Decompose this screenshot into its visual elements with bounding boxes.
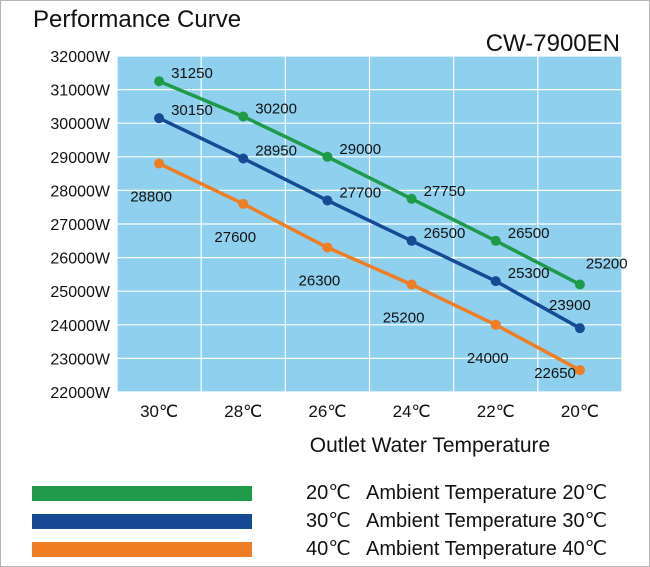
series-line bbox=[158, 79, 581, 287]
data-label: 26500 bbox=[508, 225, 550, 242]
legend-temp-40: 40℃ bbox=[306, 538, 351, 560]
chart-title: Performance Curve bbox=[33, 6, 242, 33]
model-label: CW-7900EN bbox=[485, 30, 620, 57]
data-point bbox=[490, 319, 501, 330]
y-tick-label: 23000W bbox=[50, 351, 110, 368]
data-point bbox=[574, 279, 585, 290]
data-label: 25200 bbox=[383, 309, 425, 326]
x-tick-label: 28℃ bbox=[224, 402, 262, 421]
legend-swatch-40 bbox=[32, 542, 252, 557]
data-point bbox=[406, 235, 417, 246]
data-label: 29000 bbox=[339, 141, 381, 158]
data-point bbox=[238, 198, 249, 209]
data-point bbox=[322, 151, 333, 162]
data-point bbox=[238, 111, 249, 122]
legend-temp-20: 20℃ bbox=[306, 482, 351, 504]
y-tick-label: 30000W bbox=[50, 116, 110, 133]
data-label: 23900 bbox=[549, 297, 591, 314]
series-line bbox=[158, 116, 581, 330]
data-point bbox=[154, 76, 165, 87]
data-label: 25300 bbox=[508, 265, 550, 282]
data-label: 26300 bbox=[299, 273, 341, 290]
y-tick-label: 29000W bbox=[50, 150, 110, 167]
y-tick-label: 27000W bbox=[50, 217, 110, 234]
legend-row-20: 20℃ Ambient Temperature 20℃ bbox=[0, 478, 650, 506]
y-tick-label: 24000W bbox=[50, 318, 110, 335]
data-label: 27700 bbox=[339, 184, 381, 201]
data-point bbox=[490, 235, 501, 246]
data-point bbox=[154, 113, 165, 124]
y-tick-label: 22000W bbox=[50, 385, 110, 402]
data-point bbox=[406, 279, 417, 290]
data-point bbox=[322, 195, 333, 206]
data-label: 30150 bbox=[171, 102, 213, 119]
legend-row-40: 40℃ Ambient Temperature 40℃ bbox=[0, 534, 650, 562]
y-tick-label: 31000W bbox=[50, 83, 110, 100]
x-tick-label: 24℃ bbox=[393, 402, 431, 421]
data-label: 26500 bbox=[424, 225, 466, 242]
x-tick-label: 30℃ bbox=[140, 402, 178, 421]
legend-row-30: 30℃ Ambient Temperature 30℃ bbox=[0, 506, 650, 534]
data-label: 28950 bbox=[255, 142, 297, 159]
legend-label-30: Ambient Temperature 30℃ bbox=[366, 510, 608, 532]
data-label: 24000 bbox=[467, 350, 509, 367]
y-tick-label: 32000W bbox=[50, 49, 110, 66]
data-label: 27600 bbox=[214, 229, 256, 246]
legend-label-40: Ambient Temperature 40℃ bbox=[366, 538, 608, 560]
data-point bbox=[406, 193, 417, 204]
legend-temp-30: 30℃ bbox=[306, 510, 351, 532]
data-label: 30200 bbox=[255, 100, 297, 117]
x-axis-label: Outlet Water Temperature bbox=[310, 434, 550, 457]
data-point bbox=[322, 242, 333, 253]
legend-swatch-30 bbox=[32, 514, 252, 529]
data-label: 25200 bbox=[586, 255, 628, 272]
data-point bbox=[490, 276, 501, 287]
y-tick-label: 25000W bbox=[50, 284, 110, 301]
series-line bbox=[158, 161, 581, 372]
performance-chart: 32000W 31000W 30000W 29000W 28000W 27000W 2600… bbox=[50, 49, 628, 457]
legend-label-20: Ambient Temperature 20℃ bbox=[366, 482, 608, 504]
legend-swatch-20 bbox=[32, 486, 252, 501]
data-point bbox=[574, 365, 585, 376]
x-tick-label: 22℃ bbox=[477, 402, 515, 421]
data-label: 27750 bbox=[424, 183, 466, 200]
data-label: 31250 bbox=[171, 65, 213, 82]
x-tick-label: 20℃ bbox=[561, 402, 599, 421]
x-tick-label: 26℃ bbox=[308, 402, 346, 421]
y-tick-label: 28000W bbox=[50, 183, 110, 200]
data-point bbox=[574, 323, 585, 334]
data-label: 28800 bbox=[130, 189, 172, 206]
data-point bbox=[238, 153, 249, 164]
data-label: 22650 bbox=[534, 365, 576, 382]
data-point bbox=[154, 158, 165, 169]
y-tick-label: 26000W bbox=[50, 251, 110, 268]
